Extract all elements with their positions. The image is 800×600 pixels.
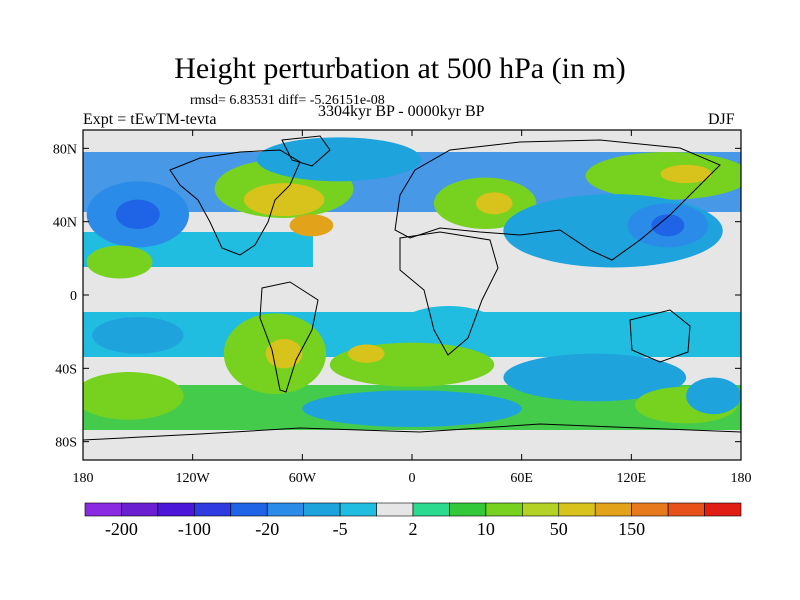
anomaly-region-22 — [503, 353, 687, 402]
y-tick-label: 80S — [55, 436, 77, 451]
colorbar-label: 10 — [477, 519, 495, 539]
anomaly-region-14 — [92, 317, 184, 354]
colorbar-swatch-5 — [266, 502, 304, 517]
colorbar-swatch-0 — [84, 502, 122, 517]
colorbar-swatch-3 — [194, 502, 232, 517]
anomaly-region-3 — [243, 183, 325, 217]
colorbar-swatch-2 — [157, 502, 195, 517]
anomaly-region-24 — [686, 377, 741, 415]
x-tick-label: 120W — [176, 471, 211, 486]
colorbar-swatch-17 — [704, 502, 742, 517]
anomaly-region-20 — [348, 344, 385, 363]
colorbar-swatch-10 — [449, 502, 487, 517]
colorbar-label: 150 — [618, 519, 645, 539]
colorbar-label: 50 — [550, 519, 568, 539]
y-axis: 80N 40N 0 40S 80S — [53, 142, 741, 451]
australia-outline — [629, 309, 691, 363]
anomaly-region-16 — [265, 339, 303, 369]
shaded-field — [83, 137, 741, 430]
coastlines — [83, 135, 741, 441]
colorbar-swatch-9 — [412, 502, 450, 517]
x-tick-label: 60E — [510, 471, 533, 486]
colorbar-swatch-13 — [558, 502, 596, 517]
x-tick-label: 60W — [289, 471, 317, 486]
colorbar-swatch-12 — [522, 502, 560, 517]
time-range-label: 3304kyr BP - 0000kyr BP — [318, 103, 485, 120]
y-tick-label: 0 — [70, 289, 77, 304]
experiment-label: Expt = tEwTM-tevta — [83, 111, 217, 128]
colorbar-swatch-4 — [230, 502, 268, 517]
colorbar-label: -5 — [333, 519, 348, 539]
colorbar: -200 -100 -20 -5 2 10 50 150 — [84, 502, 742, 539]
x-tick-label: 180 — [73, 471, 94, 486]
south-america-outline — [259, 281, 319, 393]
x-tick-label: 180 — [731, 471, 752, 486]
north-america-outline — [169, 149, 301, 256]
antarctica-outline — [83, 423, 741, 441]
x-tick-label: 120E — [617, 471, 647, 486]
anomaly-region-9 — [660, 164, 712, 184]
chart-title: Height perturbation at 500 hPa (in m) — [174, 52, 626, 85]
colorbar-swatch-16 — [667, 502, 705, 517]
anomaly-region-12 — [651, 214, 685, 237]
anomaly-region-7 — [475, 192, 513, 215]
colorbar-swatch-7 — [339, 502, 377, 517]
anomaly-region-13 — [86, 245, 153, 279]
colorbar-label: 2 — [409, 519, 418, 539]
colorbar-label: -200 — [105, 519, 138, 539]
greenland-outline — [281, 135, 331, 167]
colorbar-label: -20 — [255, 519, 279, 539]
rmsd-diff-stats: rmsd= 6.83531 diff= -5.26151e-08 — [190, 93, 385, 108]
colorbar-label: -100 — [178, 519, 211, 539]
colorbar-swatch-1 — [121, 502, 159, 517]
y-tick-label: 80N — [53, 142, 77, 157]
anomaly-region-5 — [256, 137, 422, 182]
anomaly-region-4 — [289, 214, 334, 237]
colorbar-swatch-6 — [303, 502, 341, 517]
anomaly-region-21 — [302, 390, 522, 427]
anomaly-region-1 — [115, 199, 160, 229]
x-axis: 180 120W 60W 0 60E 120E 180 — [73, 130, 752, 486]
x-tick-label: 0 — [409, 471, 416, 486]
y-tick-label: 40S — [55, 362, 77, 377]
colorbar-swatch-8 — [376, 502, 414, 517]
season-label: DJF — [708, 111, 735, 128]
africa-outline — [399, 231, 499, 356]
colorbar-swatch-15 — [631, 502, 669, 517]
eurasia-outline — [394, 139, 721, 261]
colorbar-swatch-14 — [594, 502, 632, 517]
y-tick-label: 40N — [53, 216, 77, 231]
anomaly-region-17 — [83, 372, 184, 420]
colorbar-swatch-11 — [485, 502, 523, 517]
